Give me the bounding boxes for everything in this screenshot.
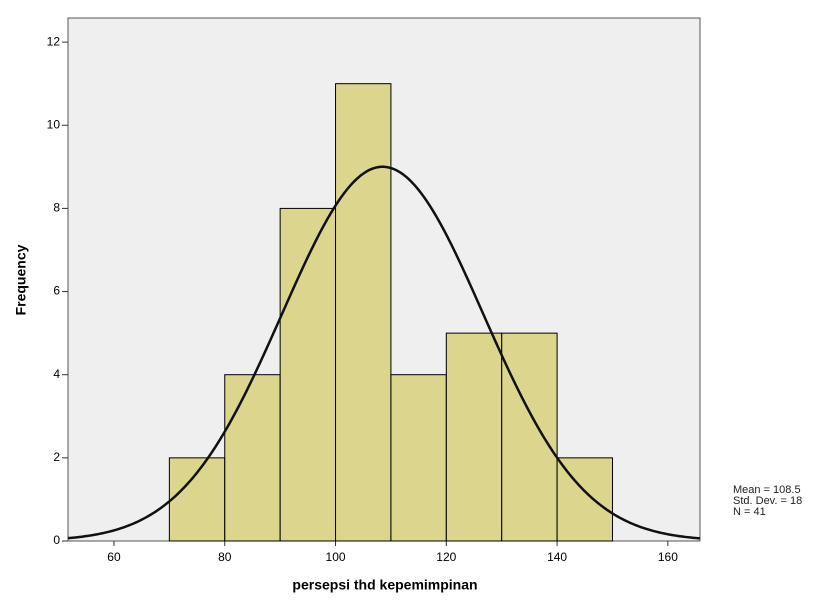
y-tick-label: 4 [53,367,60,381]
x-axis-title: persepsi thd kepemimpinan [292,577,477,593]
y-tick-label: 2 [53,450,60,464]
x-tick-label: 80 [218,550,232,564]
stat-label: Mean = 108.5 [733,484,801,496]
bar [445,332,503,542]
x-tick-label: 140 [547,550,567,564]
stat-label: N = 41 [733,506,766,518]
y-axis-title: Frequency [13,244,29,315]
x-tick-label: 60 [107,550,121,564]
bar [335,83,392,542]
bar [279,207,337,542]
bar [501,332,558,542]
x-tick-label: 100 [326,550,346,564]
bar [390,374,447,542]
y-tick-label: 12 [47,34,61,48]
normal-curve [67,165,701,540]
stat-label: Std. Dev. = 18 [733,495,802,507]
y-tick-label: 10 [47,117,61,131]
y-tick-label: 6 [53,284,60,298]
bar [224,374,281,542]
x-tick-label: 120 [436,550,456,564]
x-tick-label: 160 [658,550,678,564]
y-tick-label: 0 [53,533,60,547]
y-tick-label: 8 [53,201,60,215]
bar [168,457,226,542]
